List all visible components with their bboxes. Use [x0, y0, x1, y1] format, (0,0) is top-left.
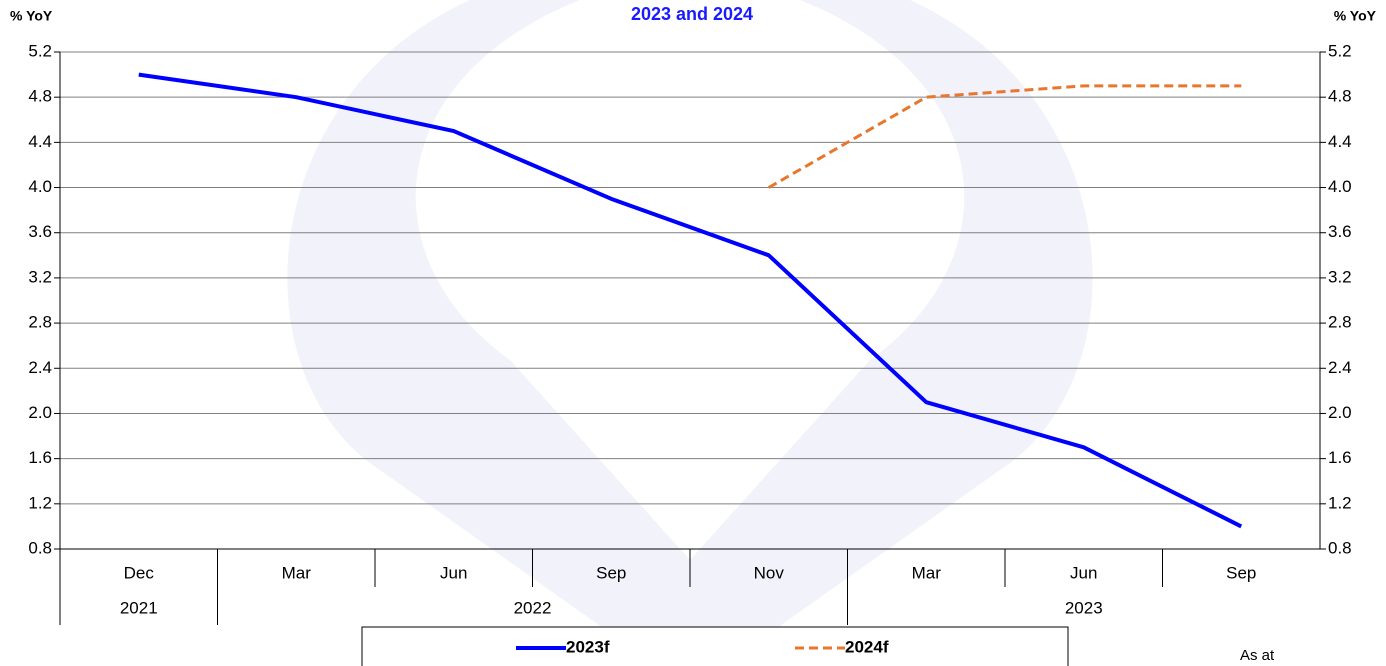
legend-label: 2024f	[845, 637, 889, 656]
x-tick-label: Mar	[282, 563, 312, 582]
y-tick-label: 2.8	[28, 313, 52, 332]
y-tick-label: 2.4	[28, 358, 52, 377]
y2-tick-label: 2.0	[1328, 403, 1352, 422]
x-tick-label: Dec	[124, 563, 155, 582]
y-tick-label: 1.2	[28, 493, 52, 512]
chart-title: 2023 and 2024	[631, 4, 753, 24]
x-tick-label: Jun	[1070, 563, 1097, 582]
legend-box	[362, 627, 1068, 666]
y-tick-label: 4.8	[28, 87, 52, 106]
y-tick-label: 3.6	[28, 222, 52, 241]
y-axis-label: % YoY	[10, 8, 53, 24]
y2-tick-label: 3.2	[1328, 267, 1352, 286]
y2-axis-label: % YoY	[1334, 8, 1377, 24]
x-group-label: 2023	[1065, 598, 1103, 617]
y2-tick-label: 4.8	[1328, 87, 1352, 106]
y2-tick-label: 2.8	[1328, 313, 1352, 332]
y2-tick-label: 4.4	[1328, 132, 1352, 151]
y-tick-label: 0.8	[28, 538, 52, 557]
y2-tick-label: 3.6	[1328, 222, 1352, 241]
y2-tick-label: 5.2	[1328, 41, 1352, 60]
legend-label: 2023f	[566, 637, 610, 656]
y2-tick-label: 0.8	[1328, 538, 1352, 557]
x-tick-label: Nov	[754, 563, 785, 582]
y-tick-label: 4.4	[28, 132, 52, 151]
y-tick-label: 2.0	[28, 403, 52, 422]
x-tick-label: Sep	[596, 563, 626, 582]
x-tick-label: Mar	[912, 563, 942, 582]
chart: 2023 and 2024 % YoY % YoY As at 0.8 1.2 1.…	[0, 0, 1386, 666]
y2-tick-label: 1.2	[1328, 493, 1352, 512]
y-tick-label: 1.6	[28, 448, 52, 467]
x-group-label: 2021	[120, 598, 158, 617]
y2-tick-label: 1.6	[1328, 448, 1352, 467]
x-tick-label: Jun	[440, 563, 467, 582]
y-tick-label: 3.2	[28, 267, 52, 286]
y-tick-label: 5.2	[28, 41, 52, 60]
x-tick-label: Sep	[1226, 563, 1256, 582]
y2-tick-label: 2.4	[1328, 358, 1352, 377]
watermark	[287, 0, 1092, 640]
note: As at	[1240, 647, 1275, 664]
y2-tick-label: 4.0	[1328, 177, 1352, 196]
x-group-label: 2022	[514, 598, 552, 617]
y-tick-label: 4.0	[28, 177, 52, 196]
